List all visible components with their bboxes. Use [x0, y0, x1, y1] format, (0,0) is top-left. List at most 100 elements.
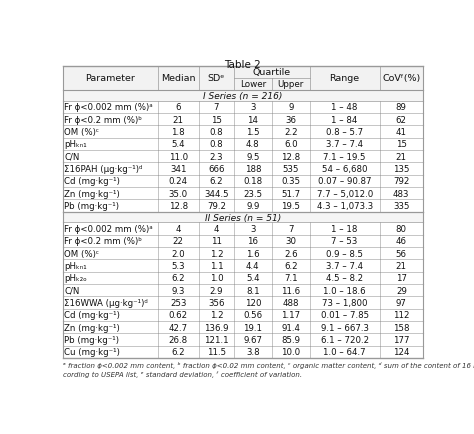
Text: 80: 80 — [396, 224, 407, 233]
Text: OM (%)ᶜ: OM (%)ᶜ — [64, 249, 100, 258]
Text: 73 – 1,800: 73 – 1,800 — [322, 299, 367, 307]
Text: 17: 17 — [396, 274, 407, 283]
Text: 21: 21 — [173, 115, 184, 125]
Text: 112: 112 — [393, 311, 410, 320]
Text: 21: 21 — [396, 261, 407, 270]
Text: 10.0: 10.0 — [281, 348, 300, 357]
Text: 0.24: 0.24 — [169, 177, 188, 186]
Text: 1.0 – 18.6: 1.0 – 18.6 — [323, 286, 366, 295]
Text: Cd (mg·kg⁻¹): Cd (mg·kg⁻¹) — [64, 311, 120, 320]
Text: 3: 3 — [250, 103, 255, 112]
Text: Fr ϕ<0.002 mm (%)ᵃ: Fr ϕ<0.002 mm (%)ᵃ — [64, 103, 153, 112]
Polygon shape — [63, 91, 423, 102]
Polygon shape — [63, 346, 423, 358]
Text: Range: Range — [329, 74, 360, 83]
Text: 3.7 – 7.4: 3.7 – 7.4 — [326, 140, 363, 149]
Polygon shape — [63, 284, 423, 297]
Text: 23.5: 23.5 — [243, 189, 263, 198]
Text: 16: 16 — [247, 237, 258, 246]
Text: 6.2: 6.2 — [172, 274, 185, 283]
Polygon shape — [63, 235, 423, 247]
Text: 35.0: 35.0 — [169, 189, 188, 198]
Text: 11: 11 — [211, 237, 222, 246]
Text: 85.9: 85.9 — [281, 335, 300, 344]
Text: 1.1: 1.1 — [210, 261, 223, 270]
Text: II Series (n = 51): II Series (n = 51) — [205, 213, 281, 222]
Text: 62: 62 — [396, 115, 407, 125]
Text: 0.9 – 8.5: 0.9 – 8.5 — [326, 249, 363, 258]
Text: 1.6: 1.6 — [246, 249, 260, 258]
Text: 0.8 – 5.7: 0.8 – 5.7 — [326, 128, 363, 137]
Text: 11.5: 11.5 — [207, 348, 226, 357]
Text: 535: 535 — [283, 164, 299, 174]
Text: 56: 56 — [396, 249, 407, 258]
Polygon shape — [63, 138, 423, 151]
Text: C/N: C/N — [64, 286, 80, 295]
Text: 6.2: 6.2 — [172, 348, 185, 357]
Text: 5.3: 5.3 — [172, 261, 185, 270]
Text: 341: 341 — [170, 164, 186, 174]
Text: 124: 124 — [393, 348, 410, 357]
Text: 11.0: 11.0 — [169, 152, 188, 161]
Text: 1.0 – 64.7: 1.0 – 64.7 — [323, 348, 366, 357]
Text: Table 2: Table 2 — [225, 59, 261, 69]
Text: 1.2: 1.2 — [210, 311, 223, 320]
Text: 666: 666 — [208, 164, 225, 174]
Text: CoVᶠ(%): CoVᶠ(%) — [382, 74, 420, 83]
Text: 177: 177 — [393, 335, 410, 344]
Text: 7 – 53: 7 – 53 — [331, 237, 358, 246]
Text: 21: 21 — [396, 152, 407, 161]
Text: 9.1 – 667.3: 9.1 – 667.3 — [321, 323, 369, 332]
Text: 9.3: 9.3 — [172, 286, 185, 295]
Text: 1 – 84: 1 – 84 — [331, 115, 358, 125]
Text: 0.01 – 7.85: 0.01 – 7.85 — [320, 311, 369, 320]
Text: 79.2: 79.2 — [207, 201, 226, 210]
Text: Cu (mg·kg⁻¹): Cu (mg·kg⁻¹) — [64, 348, 120, 357]
Text: OM (%)ᶜ: OM (%)ᶜ — [64, 128, 100, 137]
Polygon shape — [63, 102, 423, 114]
Text: 6.2: 6.2 — [210, 177, 223, 186]
Text: Zn (mg·kg⁻¹): Zn (mg·kg⁻¹) — [64, 189, 120, 198]
Text: 26.8: 26.8 — [169, 335, 188, 344]
Text: 2.9: 2.9 — [210, 286, 223, 295]
Text: 2.0: 2.0 — [172, 249, 185, 258]
Text: 19.5: 19.5 — [281, 201, 300, 210]
Text: 0.62: 0.62 — [169, 311, 188, 320]
Text: 3.8: 3.8 — [246, 348, 260, 357]
Text: 30: 30 — [285, 237, 296, 246]
Text: 12.8: 12.8 — [169, 201, 188, 210]
Text: cording to USEPA list, ᵉ standard deviation, ᶠ coefficient of variation.: cording to USEPA list, ᵉ standard deviat… — [63, 370, 302, 377]
Text: Σ16WWA (μg·kg⁻¹)ᵈ: Σ16WWA (μg·kg⁻¹)ᵈ — [64, 299, 148, 307]
Text: 8.1: 8.1 — [246, 286, 260, 295]
Text: 91.4: 91.4 — [281, 323, 300, 332]
Text: 4.8: 4.8 — [246, 140, 260, 149]
Text: SDᵉ: SDᵉ — [208, 74, 225, 83]
Text: 22: 22 — [173, 237, 184, 246]
Text: 4.3 – 1,073.3: 4.3 – 1,073.3 — [317, 201, 373, 210]
Text: 15: 15 — [396, 140, 407, 149]
Text: Parameter: Parameter — [85, 74, 135, 83]
Text: 36: 36 — [285, 115, 296, 125]
Polygon shape — [63, 175, 423, 187]
Polygon shape — [63, 272, 423, 284]
Text: 1.5: 1.5 — [246, 128, 260, 137]
Text: 54 – 6,680: 54 – 6,680 — [322, 164, 367, 174]
Polygon shape — [63, 260, 423, 272]
Text: 46: 46 — [396, 237, 407, 246]
Text: C/N: C/N — [64, 152, 80, 161]
Text: 97: 97 — [396, 299, 407, 307]
Text: pHₖ₂ₒ: pHₖ₂ₒ — [64, 274, 87, 283]
Text: 1.8: 1.8 — [172, 128, 185, 137]
Text: Fr ϕ<0.002 mm (%)ᵃ: Fr ϕ<0.002 mm (%)ᵃ — [64, 224, 153, 233]
Text: Fr ϕ<0.2 mm (%)ᵇ: Fr ϕ<0.2 mm (%)ᵇ — [64, 237, 142, 246]
Text: Lower: Lower — [240, 80, 266, 89]
Text: Fr ϕ<0.2 mm (%)ᵇ: Fr ϕ<0.2 mm (%)ᵇ — [64, 115, 142, 125]
Text: 12.8: 12.8 — [281, 152, 300, 161]
Text: 4: 4 — [175, 224, 181, 233]
Text: 89: 89 — [396, 103, 407, 112]
Text: 253: 253 — [170, 299, 186, 307]
Text: 19.1: 19.1 — [243, 323, 262, 332]
Text: 6.2: 6.2 — [284, 261, 298, 270]
Text: Quartile: Quartile — [253, 68, 291, 77]
Text: Pb (mg·kg⁻¹): Pb (mg·kg⁻¹) — [64, 201, 119, 210]
